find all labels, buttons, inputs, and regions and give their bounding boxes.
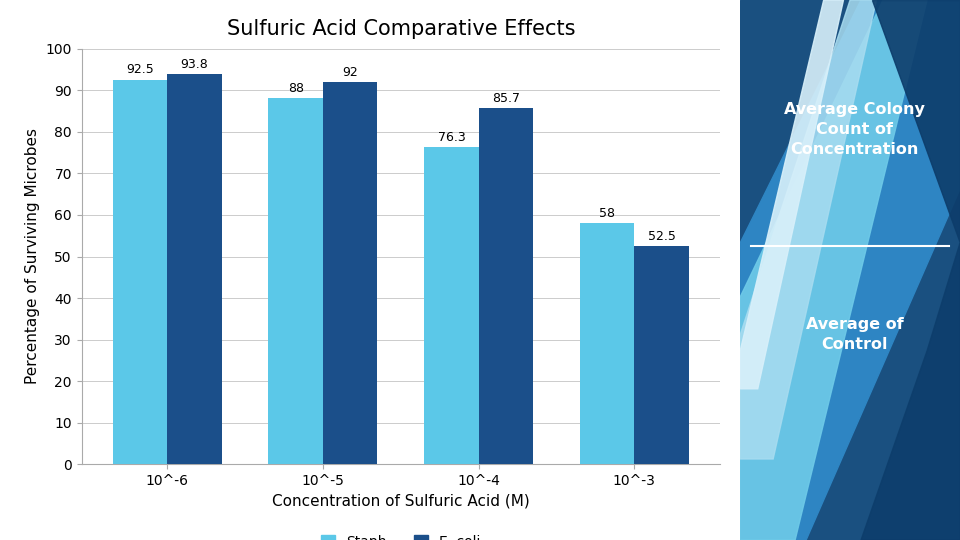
Title: Sulfuric Acid Comparative Effects: Sulfuric Acid Comparative Effects — [227, 19, 575, 39]
Bar — [479, 108, 533, 464]
Bar — [424, 147, 479, 464]
Bar — [580, 223, 635, 464]
Text: 92.5: 92.5 — [126, 64, 154, 77]
Bar — [635, 246, 689, 464]
Bar — [269, 98, 323, 464]
Polygon shape — [872, 0, 960, 243]
Bar — [112, 80, 167, 464]
Text: 93.8: 93.8 — [180, 58, 208, 71]
Text: 52.5: 52.5 — [648, 230, 676, 243]
Text: 92: 92 — [343, 65, 358, 78]
Polygon shape — [740, 0, 927, 540]
Text: 85.7: 85.7 — [492, 92, 520, 105]
Text: Average Colony
Count of
Concentration: Average Colony Count of Concentration — [784, 102, 924, 157]
Polygon shape — [740, 0, 876, 459]
Bar — [167, 75, 222, 464]
Polygon shape — [740, 0, 844, 389]
Text: 58: 58 — [599, 207, 615, 220]
Polygon shape — [861, 243, 960, 540]
Legend: Staph, E. coli: Staph, E. coli — [321, 535, 481, 540]
Bar — [323, 82, 377, 464]
Polygon shape — [740, 0, 960, 540]
X-axis label: Concentration of Sulfuric Acid (M): Concentration of Sulfuric Acid (M) — [272, 494, 530, 509]
Y-axis label: Percentage of Surviving Microbes: Percentage of Surviving Microbes — [25, 129, 40, 384]
Text: 88: 88 — [288, 82, 303, 95]
Text: Average of
Control: Average of Control — [805, 318, 903, 352]
Text: 76.3: 76.3 — [438, 131, 466, 144]
